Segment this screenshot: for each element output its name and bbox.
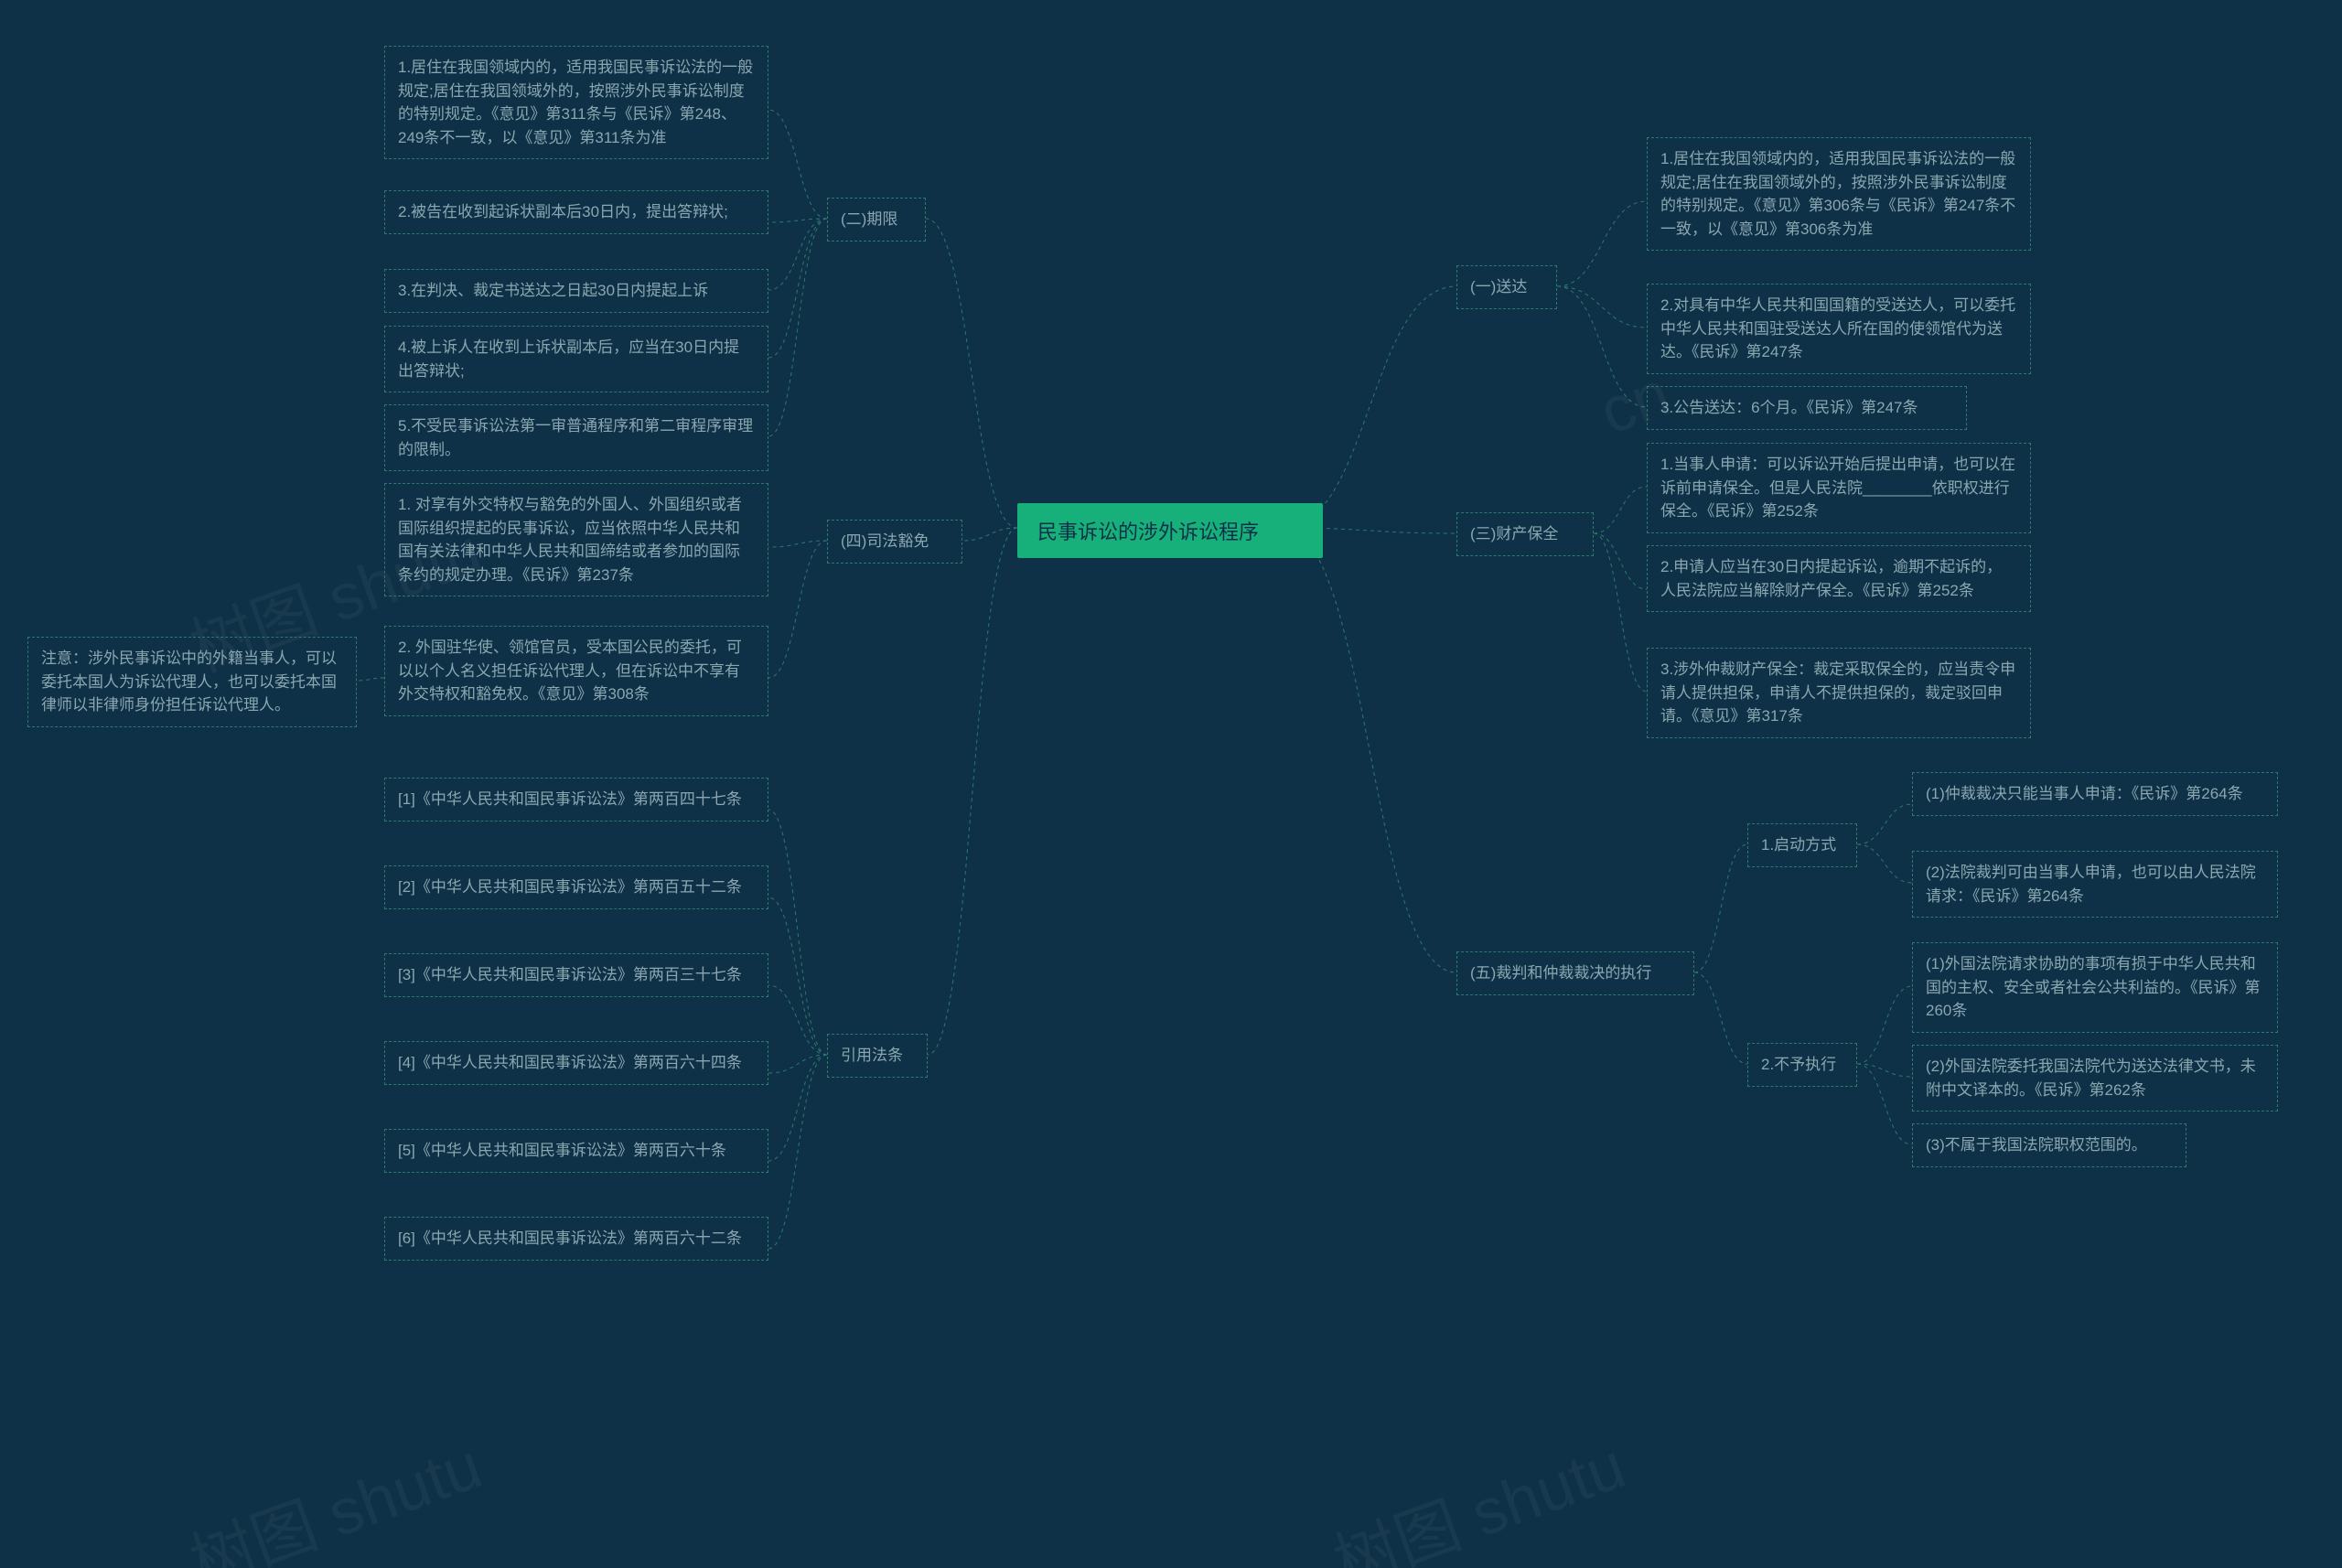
mindmap-node: 4.被上诉人在收到上诉状副本后，应当在30日内提出答辩状;: [384, 326, 768, 392]
mindmap-node: (五)裁判和仲裁裁决的执行: [1456, 951, 1694, 995]
mindmap-node: [6]《中华人民共和国民事诉讼法》第两百六十二条: [384, 1217, 768, 1261]
mindmap-node: 1.居住在我国领域内的，适用我国民事诉讼法的一般规定;居住在我国领域外的，按照涉…: [1647, 137, 2031, 251]
mindmap-node: (1)仲裁裁决只能当事人申请：《民诉》第264条: [1912, 772, 2278, 816]
mindmap-node: 3.公告送达：6个月。《民诉》第247条: [1647, 386, 1967, 430]
watermark: 树图 shutu: [177, 1414, 492, 1568]
watermark: 树图 shutu: [1320, 1414, 1636, 1568]
mindmap-node: (2)外国法院委托我国法院代为送达法律文书，未附中文译本的。《民诉》第262条: [1912, 1045, 2278, 1112]
mindmap-node: 1.居住在我国领域内的，适用我国民事诉讼法的一般规定;居住在我国领域外的，按照涉…: [384, 46, 768, 159]
mindmap-node: 1.启动方式: [1747, 823, 1857, 867]
mindmap-node: 引用法条: [827, 1034, 928, 1078]
mindmap-node: (1)外国法院请求协助的事项有损于中华人民共和国的主权、安全或者社会公共利益的。…: [1912, 942, 2278, 1033]
mindmap-node: 1.当事人申请：可以诉讼开始后提出申请，也可以在诉前申请保全。但是人民法院___…: [1647, 443, 2031, 533]
mindmap-node: [1]《中华人民共和国民事诉讼法》第两百四十七条: [384, 778, 768, 822]
mindmap-node: 3.涉外仲裁财产保全：裁定采取保全的，应当责令申请人提供担保，申请人不提供担保的…: [1647, 648, 2031, 738]
mindmap-node: (一)送达: [1456, 265, 1557, 309]
mindmap-node: 2.申请人应当在30日内提起诉讼，逾期不起诉的，人民法院应当解除财产保全。《民诉…: [1647, 545, 2031, 612]
root-node: 民事诉讼的涉外诉讼程序: [1017, 503, 1323, 558]
mindmap-node: 2.不予执行: [1747, 1043, 1857, 1087]
mindmap-node: [3]《中华人民共和国民事诉讼法》第两百三十七条: [384, 953, 768, 997]
mindmap-node: [4]《中华人民共和国民事诉讼法》第两百六十四条: [384, 1041, 768, 1085]
mindmap-node: (二)期限: [827, 198, 926, 242]
mindmap-node: (三)财产保全: [1456, 512, 1594, 556]
mindmap-node: (2)法院裁判可由当事人申请，也可以由人民法院请求：《民诉》第264条: [1912, 851, 2278, 918]
mindmap-node: 2.被告在收到起诉状副本后30日内，提出答辩状;: [384, 190, 768, 234]
mindmap-node: [5]《中华人民共和国民事诉讼法》第两百六十条: [384, 1129, 768, 1173]
mindmap-node: 5.不受民事诉讼法第一审普通程序和第二审程序审理的限制。: [384, 404, 768, 471]
mindmap-node: (四)司法豁免: [827, 520, 962, 564]
mindmap-node: 注意：涉外民事诉讼中的外籍当事人，可以委托本国人为诉讼代理人，也可以委托本国律师…: [27, 637, 357, 727]
mindmap-node: (3)不属于我国法院职权范围的。: [1912, 1123, 2186, 1167]
mindmap-node: 1. 对享有外交特权与豁免的外国人、外国组织或者国际组织提起的民事诉讼，应当依照…: [384, 483, 768, 596]
mindmap-node: 2. 外国驻华使、领馆官员，受本国公民的委托，可以以个人名义担任诉讼代理人，但在…: [384, 626, 768, 716]
mindmap-node: [2]《中华人民共和国民事诉讼法》第两百五十二条: [384, 865, 768, 909]
mindmap-node: 2.对具有中华人民共和国国籍的受送达人，可以委托中华人民共和国驻受送达人所在国的…: [1647, 284, 2031, 374]
mindmap-node: 3.在判决、裁定书送达之日起30日内提起上诉: [384, 269, 768, 313]
